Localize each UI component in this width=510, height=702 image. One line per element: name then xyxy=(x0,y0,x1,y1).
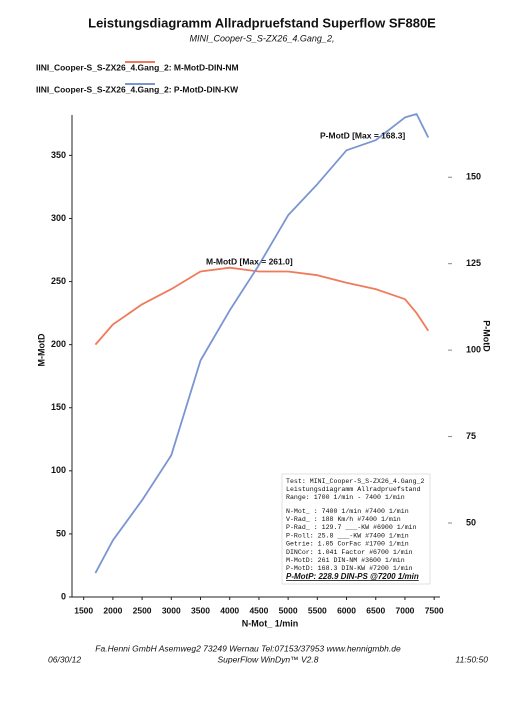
annotation: M-MotD [Max = 261.0] xyxy=(206,256,293,266)
x-tick-label: 3500 xyxy=(191,605,210,615)
info-box xyxy=(281,473,431,585)
info-row: Getrie: 1.05 CorFac #1700 1/min xyxy=(286,541,409,548)
y2-tick-label: 125 xyxy=(466,258,481,268)
y-tick-label: 300 xyxy=(51,213,66,223)
y2-tick-label: 50 xyxy=(466,517,476,527)
y2-tick-label: 75 xyxy=(466,431,476,441)
info-line: Range: 1700 1/min - 7400 1/min xyxy=(286,494,405,501)
footer-software: SuperFlow WinDyn™ V2.8 xyxy=(217,654,318,664)
info-row: N-Mot_ : 7400 1/min #7400 1/min xyxy=(286,508,409,515)
x-tick-label: 6500 xyxy=(366,605,385,615)
y-tick-label: 250 xyxy=(51,276,66,286)
x-tick-label: 5500 xyxy=(308,605,327,615)
footer-date: 06/30/12 xyxy=(48,654,81,664)
info-row: P-Rad_ : 129.7 ___-KW #6900 1/min xyxy=(286,524,417,531)
chart-subtitle: MINI_Cooper-S_S-ZX26_4.Gang_2, xyxy=(190,33,335,43)
y2-tick-label: 100 xyxy=(466,344,481,354)
x-tick-label: 7000 xyxy=(395,605,414,615)
y2-axis-title: P-MotD xyxy=(482,320,492,352)
x-tick-label: 1500 xyxy=(74,605,93,615)
y2-tick-label: 150 xyxy=(466,172,481,182)
info-row: V-Rad_ : 188 Km/h #7400 1/min xyxy=(286,516,401,523)
info-row: P-MotD: 168.3 DIN-KW #7200 1/min xyxy=(286,565,413,572)
x-tick-label: 2500 xyxy=(133,605,152,615)
legend-label: IINI_Cooper-S_S-ZX26_4.Gang_2: P-MotD-DI… xyxy=(36,84,239,94)
info-row: P-Roll: 25.8 ___-KW #7400 1/min xyxy=(286,532,409,539)
x-tick-label: 4500 xyxy=(249,605,268,615)
legend-label: IINI_Cooper-S_S-ZX26_4.Gang_2: M-MotD-DI… xyxy=(36,62,239,72)
info-line: Leistungsdiagramm Allradpruefstand xyxy=(286,486,421,493)
y-tick-label: 100 xyxy=(51,465,66,475)
footer-company: Fa.Henni GmbH Asemweg2 73249 Wernau Tel:… xyxy=(95,643,401,653)
y-axis-title: M-MotD xyxy=(36,333,46,366)
x-tick-label: 4000 xyxy=(220,605,239,615)
y-tick-label: 200 xyxy=(51,339,66,349)
footer-time: 11:50:50 xyxy=(456,654,489,664)
y-tick-label: 0 xyxy=(61,591,66,601)
y-tick-label: 350 xyxy=(51,150,66,160)
x-tick-label: 2000 xyxy=(103,605,122,615)
x-tick-label: 3000 xyxy=(162,605,181,615)
annotation: P-MotD [Max = 168.3] xyxy=(320,130,405,140)
x-tick-label: 6000 xyxy=(337,605,356,615)
info-line: Test: MINI_Cooper-S_S-ZX26_4.Gang_2 xyxy=(286,478,425,485)
info-row: M-MotD: 261 DIN-NM #3600 1/min xyxy=(286,557,405,564)
chart-title: Leistungsdiagramm Allradpruefstand Super… xyxy=(88,15,436,30)
y-tick-label: 50 xyxy=(56,528,66,538)
series-line xyxy=(94,113,430,574)
info-summary: P-MotP: 228.9 DIN-PS @7200 1/min xyxy=(286,572,419,581)
info-row: DINCor: 1.041 Factor #6700 1/min xyxy=(286,549,413,556)
x-tick-label: 5000 xyxy=(279,605,298,615)
x-tick-label: 7500 xyxy=(425,605,444,615)
y-tick-label: 150 xyxy=(51,402,66,412)
series-line xyxy=(94,266,430,346)
x-axis-title: N-Mot_ 1/min xyxy=(242,618,299,628)
